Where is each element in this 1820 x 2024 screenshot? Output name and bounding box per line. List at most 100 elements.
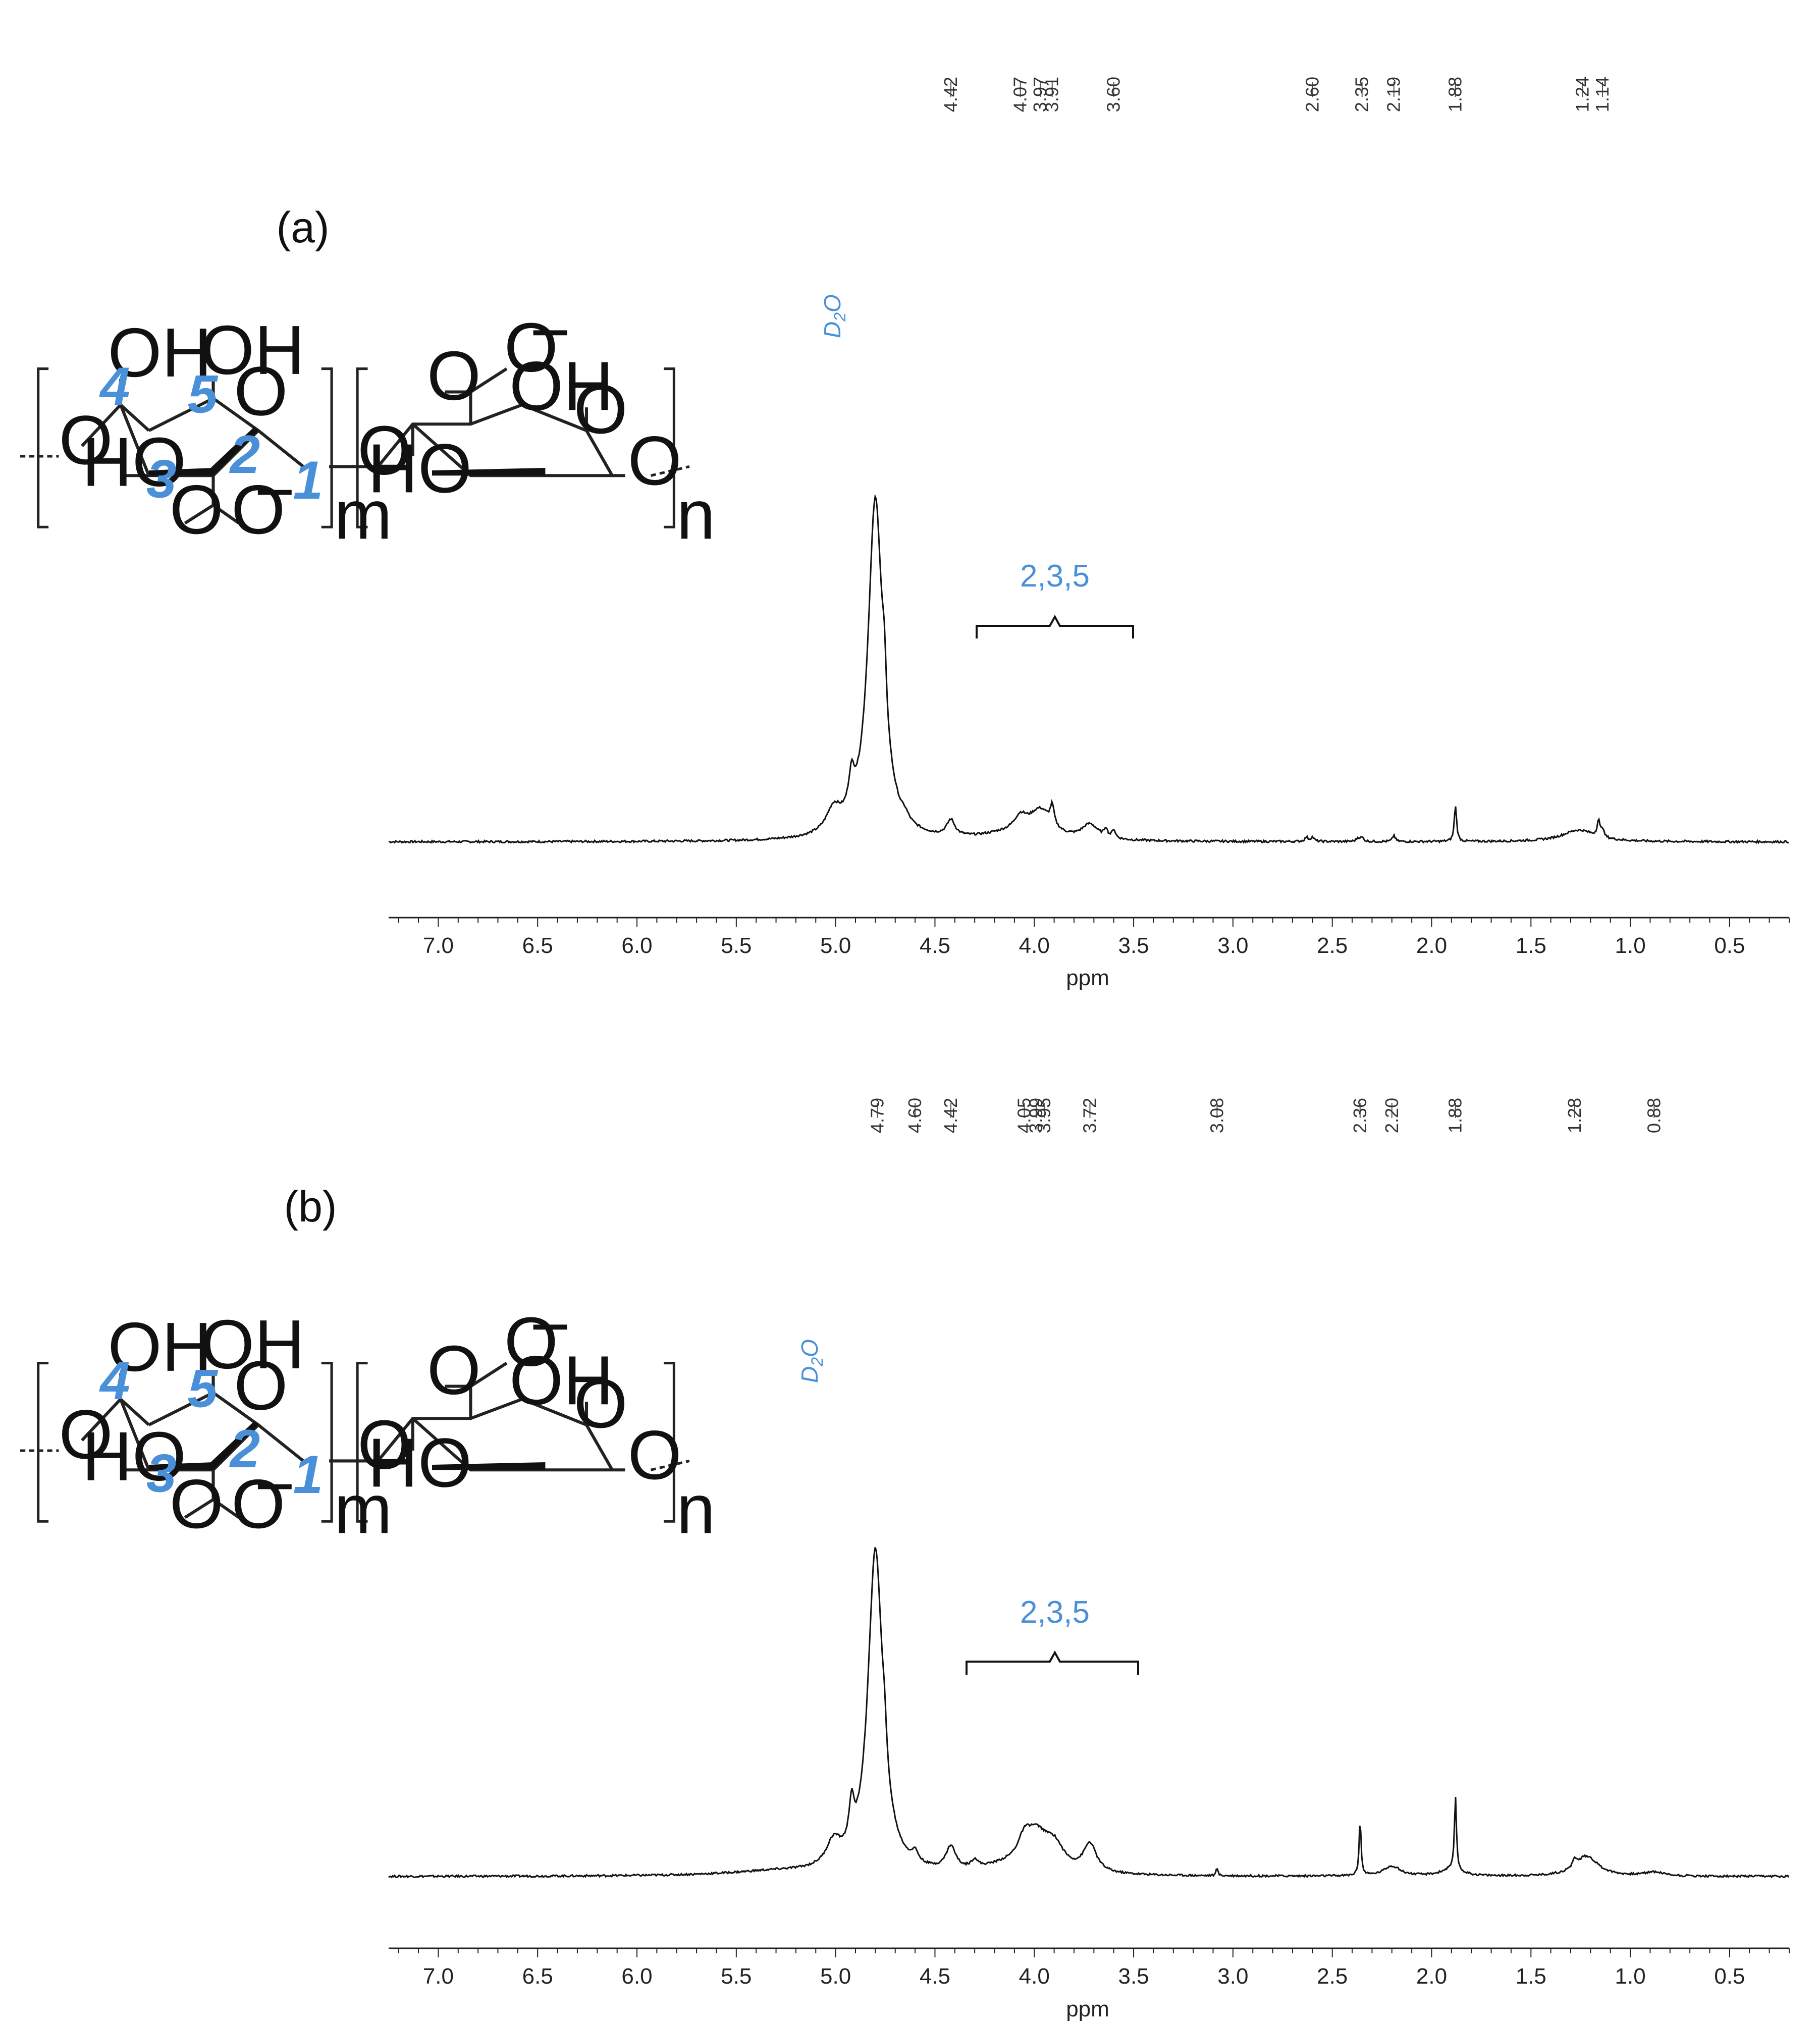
spectrum-trace [388, 1547, 1790, 1879]
x-axis-label: ppm [1066, 1997, 1109, 2021]
oxygen-label: O [231, 471, 285, 549]
x-tick-label: 4.0 [1019, 933, 1050, 958]
panel-b-peak-labels: 4.79 4.60 4.42 4.053.993.95 3.72 3.08 2.36 2.20… [867, 1098, 1664, 1133]
panel-a-structure: OH OH HO O O O O − O O O − OH O HO O m n… [20, 293, 715, 554]
bracket-left [37, 1362, 49, 1523]
x-tick-label: 7.0 [423, 1964, 454, 1989]
bracket-middle-right [356, 1362, 368, 1523]
bracket-right [663, 1362, 675, 1523]
ho-label: HO [368, 430, 472, 507]
minus-label: − [530, 293, 570, 371]
oxygen-label: O [59, 1396, 113, 1473]
position-4: 4 [99, 356, 130, 416]
bond-dashed-right [650, 1459, 690, 1471]
x-tick-label: 5.0 [820, 1964, 851, 1989]
oh-label: OH [108, 1308, 212, 1386]
bond-dashed-right [650, 465, 690, 477]
subscript-m: m [334, 476, 392, 554]
peak-label: 2.35 [1352, 77, 1372, 112]
peak-label: 3.08 [1206, 1098, 1227, 1133]
oh-label: OH [200, 1306, 305, 1383]
region-label-2-3-5: 2,3,5 [1020, 1595, 1090, 1630]
peak-label: 4.07 [1010, 77, 1031, 112]
position-2: 2 [229, 1418, 260, 1479]
ring-2-wedge [432, 1462, 546, 1470]
subscript-n: n [677, 1470, 716, 1548]
x-tick-label: 5.5 [721, 1964, 752, 1989]
x-tick-label: 6.0 [621, 933, 652, 958]
oxygen-label: O [357, 1406, 411, 1484]
oxygen-label: O [231, 1465, 285, 1543]
peak-label: 4.42 [940, 1098, 961, 1133]
minus-label: − [254, 453, 295, 530]
oh-label: OH [108, 314, 212, 392]
panel-b-structure: OH OH HO O O O O − O O O − OH O HO O m n… [20, 1288, 715, 1548]
x-axis: 7.0 6.5 6.0 5.5 5.0 4.5 4.0 3.5 3.0 2.5 2.0 1.5 1.0 0… [389, 917, 1790, 958]
position-2: 2 [229, 424, 260, 485]
position-5: 5 [188, 363, 219, 424]
x-tick-label: 2.5 [1317, 933, 1348, 958]
peak-label: 4.42 [940, 77, 961, 112]
oxygen-label: O [427, 337, 481, 415]
x-tick-label: 3.5 [1118, 933, 1149, 958]
region-brace [976, 614, 1134, 638]
x-tick-label: 3.5 [1118, 1964, 1149, 1989]
ring-2-bonds [329, 367, 625, 477]
x-axis: 7.0 6.5 6.0 5.5 5.0 4.5 4.0 3.5 3.0 2.5 2.0 1.5 1.0 0… [389, 1947, 1790, 1989]
peak-label: 1.88 [1445, 77, 1466, 112]
minus-label: − [530, 1288, 570, 1365]
peak-label: 2.36 [1350, 1098, 1370, 1133]
x-tick-label: 4.5 [920, 933, 950, 958]
ring-2-wedge [432, 467, 546, 476]
bracket-left [37, 367, 49, 528]
position-1: 1 [293, 1444, 324, 1505]
panel-a: (a) OH OH HO O O O O − O O O − OH O [20, 77, 1790, 990]
oxygen-label: O [504, 309, 558, 387]
panel-b: (b) OH OH HO O O O O − O O O − OH O [20, 1098, 1790, 2021]
oxygen-label: O [504, 1303, 558, 1381]
x-tick-label: 6.5 [522, 933, 553, 958]
peak-label: 0.88 [1643, 1098, 1664, 1133]
x-tick-label: 0.5 [1714, 933, 1745, 958]
ring-2-bonds [329, 1362, 625, 1472]
x-tick-label: 3.0 [1217, 933, 1248, 958]
peak-label: 3.95 [1034, 1098, 1054, 1133]
peak-label: 2.19 [1383, 77, 1404, 112]
x-tick-label: 2.0 [1416, 1964, 1447, 1989]
peak-label: 2.20 [1381, 1098, 1402, 1133]
position-1: 1 [293, 450, 324, 510]
x-tick-label: 0.5 [1714, 1964, 1745, 1989]
x-tick-label: 4.0 [1019, 1964, 1050, 1989]
position-4: 4 [99, 1350, 130, 1411]
x-tick-label: 6.0 [621, 1964, 652, 1989]
ring-1-wedge [149, 427, 258, 476]
x-tick-label: 1.0 [1615, 933, 1646, 958]
bracket-middle-left [321, 1362, 333, 1523]
oxygen-label: O [170, 1465, 224, 1543]
ho-label: HO [368, 1424, 472, 1502]
peak-label: 4.05 [1014, 1098, 1035, 1133]
x-tick-label: 3.0 [1217, 1964, 1248, 1989]
region-label-2-3-5: 2,3,5 [1020, 559, 1090, 594]
x-tick-label: 1.5 [1516, 933, 1546, 958]
peak-label: 1.88 [1445, 1098, 1466, 1133]
oxygen-label: O [574, 1365, 628, 1443]
panel-b-label: (b) [284, 1183, 337, 1231]
x-tick-label: 2.0 [1416, 933, 1447, 958]
x-tick-label: 1.0 [1615, 1964, 1646, 1989]
x-tick-label: 7.0 [423, 933, 454, 958]
oxygen-label: O [170, 471, 224, 549]
peak-label: 3.60 [1103, 77, 1124, 112]
x-tick-label: 4.5 [920, 1964, 950, 1989]
position-5: 5 [188, 1358, 219, 1418]
panel-a-peak-labels: 4.42 4.073.973.91 3.60 2.60 2.35 2.19 1.88 1.24… [940, 77, 1613, 112]
oxygen-label: O [234, 352, 288, 430]
spectrum-trace [388, 493, 1789, 844]
ring-1-wedge [149, 1421, 258, 1470]
bracket-right [663, 367, 675, 528]
peak-label: 1.14 [1592, 77, 1613, 112]
oh-label: OH [200, 311, 305, 389]
position-3: 3 [146, 1443, 177, 1504]
subscript-m: m [334, 1470, 392, 1548]
oh-label: OH [509, 1342, 614, 1419]
